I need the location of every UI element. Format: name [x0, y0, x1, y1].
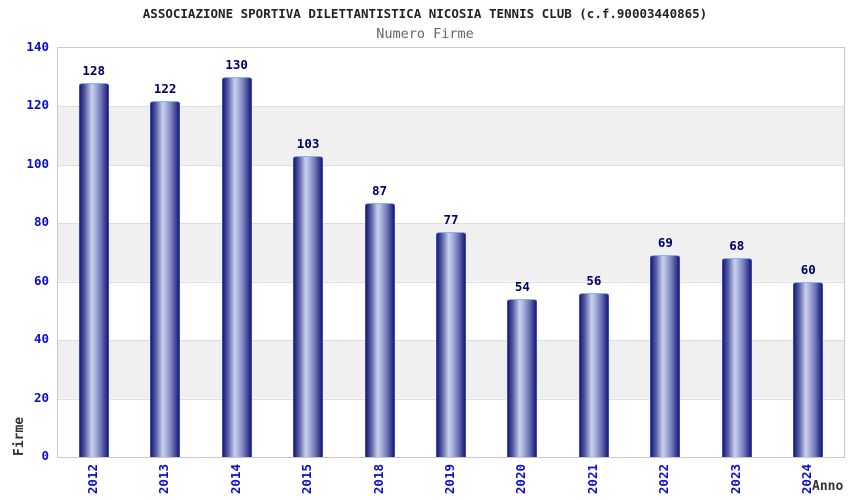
bar: [435, 232, 466, 457]
bar-group: 103: [272, 48, 343, 457]
bar-value-label: 54: [514, 279, 530, 295]
bar-value-label: 87: [372, 182, 388, 198]
gridline: [58, 164, 844, 166]
bar: [507, 299, 538, 457]
y-tick-label: 40: [33, 331, 49, 347]
bar-group: 77: [415, 48, 486, 457]
bar-value-label: 69: [657, 235, 673, 251]
chart-title: ASSOCIAZIONE SPORTIVA DILETTANTISTICA NI…: [142, 6, 708, 21]
bar: [221, 77, 252, 457]
bar-group: 69: [630, 48, 701, 457]
x-axis-label: Anno: [812, 479, 844, 494]
x-tick-label: 2018: [370, 464, 386, 495]
y-tick-label: 100: [26, 155, 49, 171]
bar-group: 122: [129, 48, 200, 457]
bar-group: 87: [344, 48, 415, 457]
bar: [721, 258, 752, 457]
bar-group: 60: [773, 48, 844, 457]
x-tick-label: 2021: [584, 464, 600, 495]
bar-value-label: 122: [153, 80, 177, 96]
y-tick-label: 120: [26, 97, 49, 113]
bar: [364, 202, 395, 457]
bar: [650, 255, 681, 457]
y-tick-label: 0: [41, 448, 49, 463]
x-tick-label: 2012: [84, 464, 100, 495]
gridline: [58, 106, 844, 108]
bar-group: 128: [58, 48, 129, 457]
y-tick-label: 80: [33, 214, 49, 230]
bar-group: 54: [487, 48, 558, 457]
bar-group: 130: [201, 48, 272, 457]
bar: [150, 100, 181, 457]
x-tick-label: 2013: [156, 464, 172, 495]
bar-value-label: 130: [225, 57, 248, 73]
bar-group: 68: [701, 48, 772, 457]
bar-value-label: 60: [800, 261, 816, 277]
y-tick-label: 60: [33, 272, 49, 288]
gridline: [58, 223, 844, 225]
bar: [78, 83, 109, 457]
x-tick-label: 2014: [227, 464, 243, 495]
bar-value-label: 68: [729, 238, 745, 254]
x-tick-label: 2015: [299, 464, 315, 495]
bar-value-label: 103: [296, 136, 320, 152]
bar-value-label: 56: [586, 273, 602, 289]
bar: [293, 156, 324, 457]
x-tick-label: 2019: [442, 464, 457, 495]
x-tick-label: 2023: [727, 464, 743, 495]
y-tick-label: 140: [26, 39, 49, 54]
x-tick-label: 2020: [513, 464, 529, 495]
bar: [578, 293, 609, 457]
bar: [793, 281, 824, 457]
x-tick-label: 2022: [656, 464, 672, 495]
plot-area: 128 122 130 103 87 77 54 56 69 68 60: [57, 47, 845, 458]
bar-value-label: 128: [82, 63, 106, 79]
y-tick-label: 20: [33, 389, 49, 405]
chart-subtitle: Numero Firme: [376, 26, 474, 42]
bar-value-label: 77: [443, 212, 459, 228]
bar-group: 56: [558, 48, 629, 457]
